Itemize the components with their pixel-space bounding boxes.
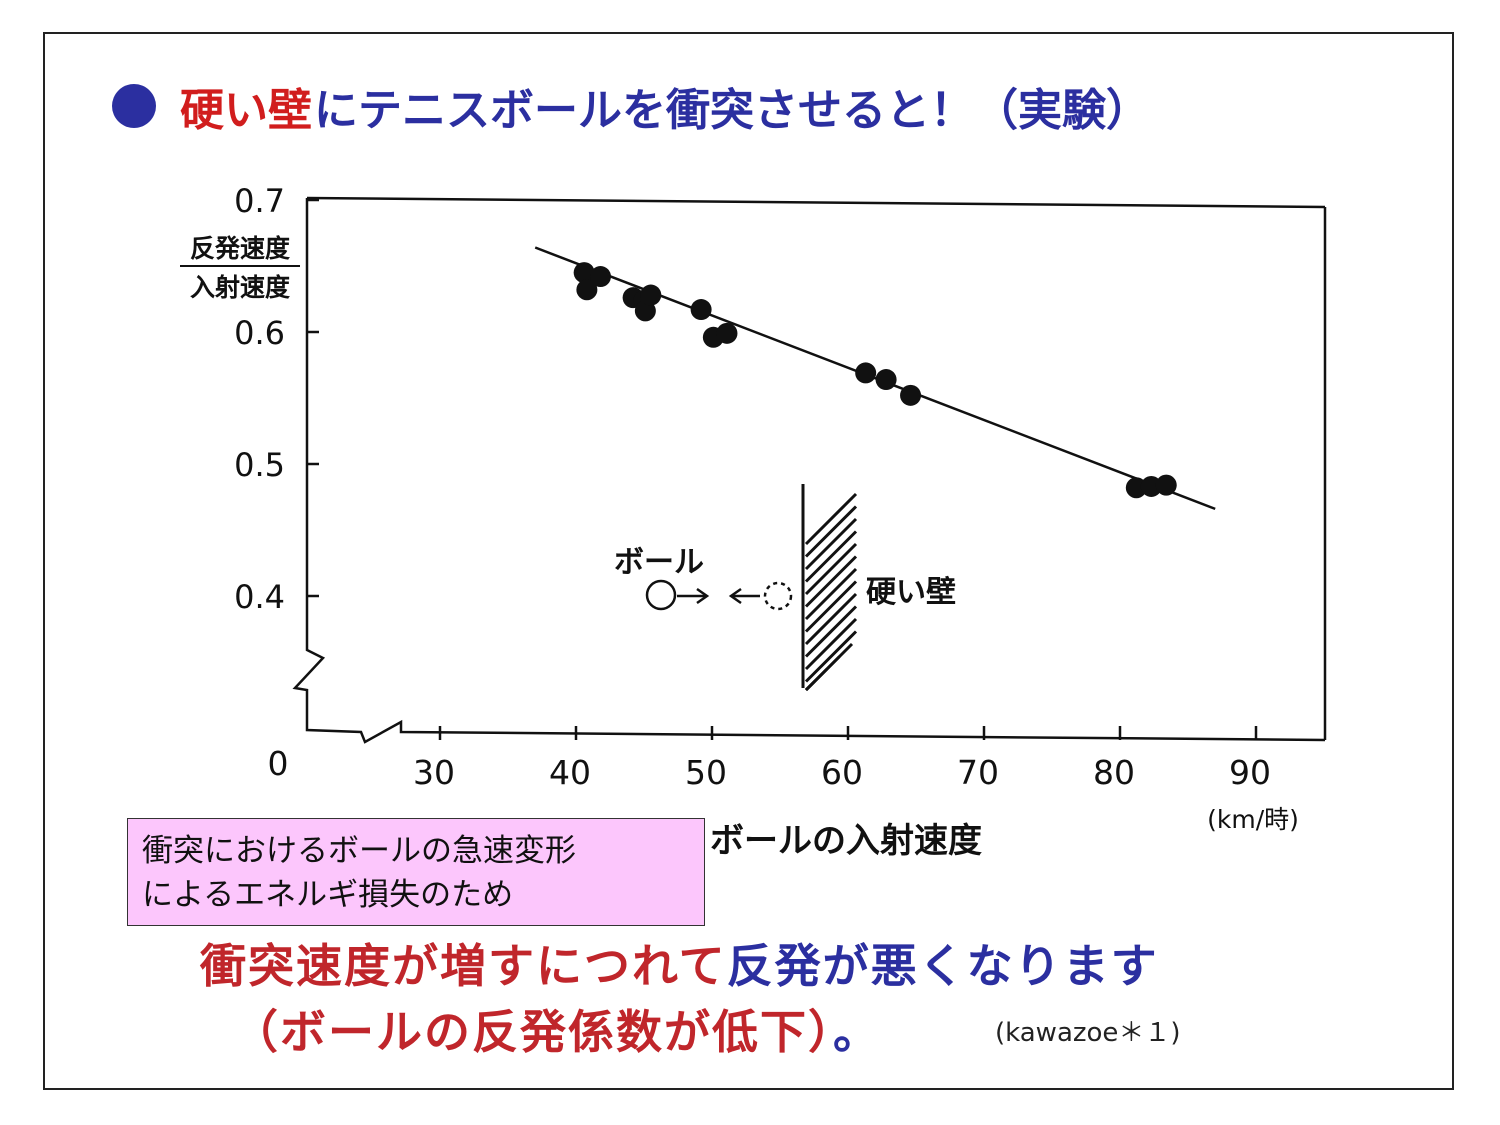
- conclusion-line-2: （ボールの反発係数が低下）。: [232, 996, 881, 1062]
- y-tick-label: 0.5: [234, 446, 285, 484]
- y-tick-label: 0.7: [234, 182, 285, 220]
- data-point: [573, 262, 595, 284]
- x-tick-label: 40: [549, 753, 591, 792]
- plot-top-border: [306, 196, 1326, 209]
- hatch-line: [804, 580, 858, 633]
- data-point: [716, 322, 738, 344]
- conclusion-blue-1: 反発が悪くなります: [726, 939, 1159, 993]
- title-bullet: [112, 84, 156, 128]
- y-tick-label: 0.4: [234, 578, 285, 616]
- hatch-line: [804, 567, 858, 621]
- callout-line-2: によるエネルギ損失のため: [142, 877, 514, 913]
- x-axis-label: ボールの入射速度: [710, 821, 982, 861]
- title-red-part: 硬い壁: [180, 85, 312, 136]
- hatch-line: [804, 680, 816, 692]
- x-tick-label: 80: [1093, 753, 1135, 792]
- x-tick-label: 70: [957, 753, 999, 792]
- x-unit-label: (km/時): [1207, 805, 1299, 834]
- ball-icon: [645, 579, 677, 611]
- hatch-line: [804, 617, 858, 671]
- x-tick-label: 90: [1229, 753, 1271, 792]
- plot-left-bottom-axes: [292, 198, 1326, 744]
- rebound-arrowhead: [728, 587, 742, 605]
- callout-line-1: 衝突におけるボールの急速変形: [142, 833, 576, 869]
- hatch-line: [804, 542, 858, 596]
- data-point: [900, 384, 922, 406]
- data-points: [573, 262, 1177, 499]
- hatch-line: [804, 605, 858, 658]
- conclusion-red-2: （ボールの反発係数が低下）: [232, 1005, 833, 1059]
- hatch-line: [804, 492, 858, 546]
- y-label-denominator: 入射速度: [190, 273, 290, 302]
- explanation-callout: 衝突におけるボールの急速変形 によるエネルギ損失のため: [127, 818, 705, 926]
- chart-ticks: 0.4 0.5 0.6 0.7 30 40 50 60 70 80 90 0: [234, 182, 1271, 792]
- data-point: [589, 266, 611, 288]
- data-point: [1155, 474, 1177, 496]
- x-tick-label: 50: [685, 753, 727, 792]
- data-point: [634, 300, 656, 322]
- hatch-line: [804, 505, 858, 558]
- data-point: [690, 299, 712, 321]
- data-point: [855, 362, 877, 384]
- hatch-line: [804, 517, 858, 571]
- conclusion-line-1: 衝突速度が増すにつれて反発が悪くなります: [200, 930, 1159, 996]
- data-point: [640, 284, 662, 306]
- hatch-line: [804, 555, 858, 608]
- ball-label: ボール: [614, 545, 704, 580]
- fit-line: [534, 246, 1216, 511]
- rebound-ball-icon: [763, 581, 793, 611]
- wall-hatching: [804, 492, 858, 692]
- y-label-numerator: 反発速度: [190, 234, 290, 263]
- hatch-line: [804, 530, 858, 583]
- chart-axes: [292, 196, 1327, 744]
- title-blue-part: にテニスボールを衝突させると！（実験）: [314, 85, 1150, 136]
- x-tick-label: 30: [413, 753, 455, 792]
- x-tick-label: 60: [821, 753, 863, 792]
- hatch-line: [804, 592, 858, 646]
- data-point: [576, 279, 598, 301]
- conclusion-end: 。: [833, 1005, 881, 1059]
- hatch-line: [804, 630, 858, 683]
- fit-line-group: [534, 246, 1216, 511]
- citation: (kawazoe＊１): [995, 1018, 1181, 1048]
- conclusion-red-1: 衝突速度が増すにつれて: [200, 939, 727, 993]
- origin-label: 0: [268, 744, 289, 783]
- y-tick-label: 0.6: [234, 314, 285, 352]
- incoming-arrowhead: [696, 587, 710, 605]
- slide-title: 硬い壁 にテニスボールを衝突させると！（実験）: [112, 74, 1150, 138]
- data-point: [875, 369, 897, 391]
- wall-label: 硬い壁: [866, 575, 956, 610]
